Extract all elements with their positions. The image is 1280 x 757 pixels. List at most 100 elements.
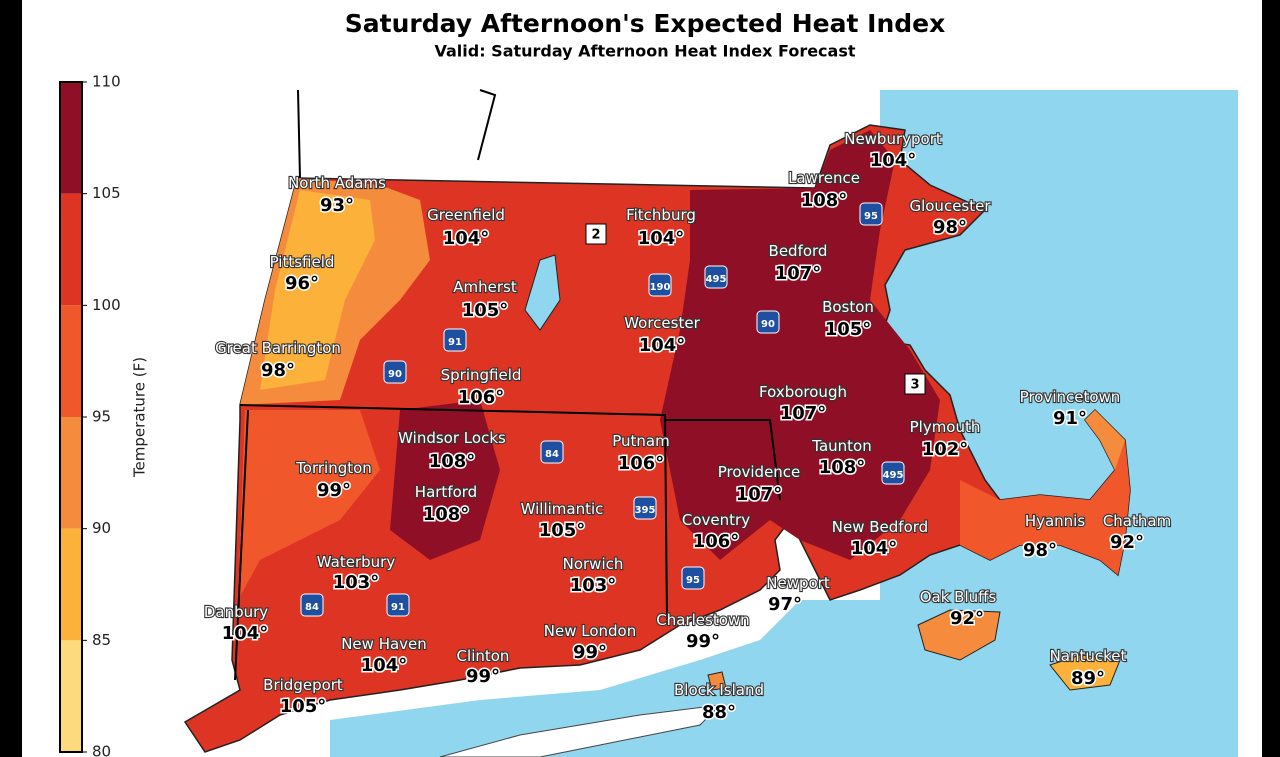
interstate-shield: [681, 566, 705, 590]
state-border-vt: [477, 89, 497, 161]
city-value: 98°: [1023, 540, 1057, 561]
city-value: 108°: [819, 457, 866, 478]
city-value: 105°: [280, 696, 327, 717]
colorbar-tick-label: 80: [92, 743, 111, 757]
city-value: 106°: [618, 453, 665, 474]
block-island-shape: [707, 671, 727, 691]
interstate-shield: [881, 461, 905, 485]
city-value: 98°: [261, 360, 295, 381]
city-value: 97°: [768, 594, 802, 615]
city-value: 93°: [320, 195, 354, 216]
colorbar-tick-label: 100: [92, 296, 121, 314]
colorbar-tick-label: 110: [92, 73, 121, 91]
city-name: Waterbury: [317, 553, 396, 571]
zone-marker: [585, 223, 607, 245]
city-name: Worcester: [624, 314, 700, 332]
shield-number: 90: [388, 369, 402, 380]
city-value: 103°: [570, 575, 617, 596]
city-value: 99°: [573, 642, 607, 663]
city-name: Taunton: [811, 437, 871, 455]
shield-number: 95: [864, 211, 878, 222]
city-name: Springfield: [441, 366, 522, 384]
city-value: 102°: [922, 439, 969, 460]
city-name: Greenfield: [427, 206, 505, 224]
city-name: Hartford: [415, 483, 477, 501]
city-value: 88°: [702, 702, 736, 723]
nantucket-island: [1049, 654, 1121, 691]
shield-number: 190: [650, 282, 671, 293]
hot-zone: [660, 130, 940, 560]
cape-tip: [1085, 410, 1125, 470]
colorbar-band: [60, 528, 82, 641]
city-value: 91°: [1053, 408, 1087, 429]
city-name: Newport: [766, 574, 830, 592]
city-name: New Bedford: [832, 518, 928, 536]
colorbar: 110 105 100 95 90 85 80: [59, 73, 121, 757]
shield-number: 90: [761, 319, 775, 330]
city-name: Bedford: [769, 242, 828, 260]
cape-zone: [960, 410, 1130, 575]
colorbar-tick-label: 85: [92, 631, 111, 649]
interstate-shield: [383, 360, 407, 384]
zone-marker-label: 3: [910, 378, 919, 393]
interstate-shield: [386, 593, 410, 617]
zone-marker: [904, 373, 926, 395]
legend-title: Temperature (F): [131, 357, 149, 478]
city-value: 98°: [933, 217, 967, 238]
city-name: Block Island: [674, 681, 764, 699]
city-value: 108°: [423, 504, 470, 525]
city-name: Charlestown: [656, 611, 749, 629]
shield-number: 91: [391, 602, 405, 613]
city-name: Provincetown: [1020, 388, 1121, 406]
city-name: Amherst: [453, 278, 517, 296]
interstate-shield: [443, 328, 467, 352]
colorbar-band: [60, 305, 82, 417]
shield-number: 84: [545, 449, 559, 460]
city-value: 104°: [870, 150, 917, 171]
city-value: 107°: [775, 263, 822, 284]
warm-zone: [238, 410, 380, 600]
colorbar-band: [60, 417, 82, 529]
city-value: 105°: [462, 300, 509, 321]
shield-number: 84: [305, 602, 319, 613]
city-name: Fitchburg: [626, 206, 696, 224]
city-name: Hyannis: [1025, 512, 1086, 530]
city-value: 99°: [317, 480, 351, 501]
city-name: Lawrence: [788, 169, 860, 187]
interstate-shield: [648, 273, 672, 297]
city-name: Foxborough: [759, 383, 847, 401]
title: Saturday Afternoon's Expected Heat Index: [345, 9, 945, 38]
interstate-shield: [704, 265, 728, 289]
shield-number: 91: [448, 337, 462, 348]
city-name: Clinton: [457, 647, 510, 665]
city-value: 96°: [285, 273, 319, 294]
city-value: 99°: [466, 666, 500, 687]
city-name: Norwich: [563, 555, 624, 573]
city-value: 104°: [639, 335, 686, 356]
marthas-vineyard: [917, 609, 1001, 661]
city-value: 108°: [429, 451, 476, 472]
city-name: Pittsfield: [270, 253, 335, 271]
city-name: Torrington: [295, 459, 372, 477]
city-name: Bridgeport: [263, 676, 343, 694]
city-value: 92°: [950, 608, 984, 629]
city-value: 106°: [458, 387, 505, 408]
interstate-shield: [633, 496, 657, 520]
interstate-shield: [756, 310, 780, 334]
reservoir: [524, 254, 561, 331]
city-value: 107°: [780, 403, 827, 424]
city-value: 104°: [638, 228, 685, 249]
city-name: Coventry: [682, 511, 750, 529]
shield-number: 495: [706, 274, 727, 285]
city-name: New London: [544, 622, 636, 640]
colorbar-tick-label: 90: [92, 519, 111, 537]
shield-number: 495: [883, 470, 904, 481]
city-value: 99°: [686, 631, 720, 652]
city-name: Newburyport: [844, 130, 942, 148]
city-value: 108°: [801, 190, 848, 211]
city-value: 105°: [825, 319, 872, 340]
hot-zone: [390, 400, 500, 560]
subtitle: Valid: Saturday Afternoon Heat Index For…: [434, 42, 855, 61]
city-name: Chatham: [1103, 512, 1171, 530]
